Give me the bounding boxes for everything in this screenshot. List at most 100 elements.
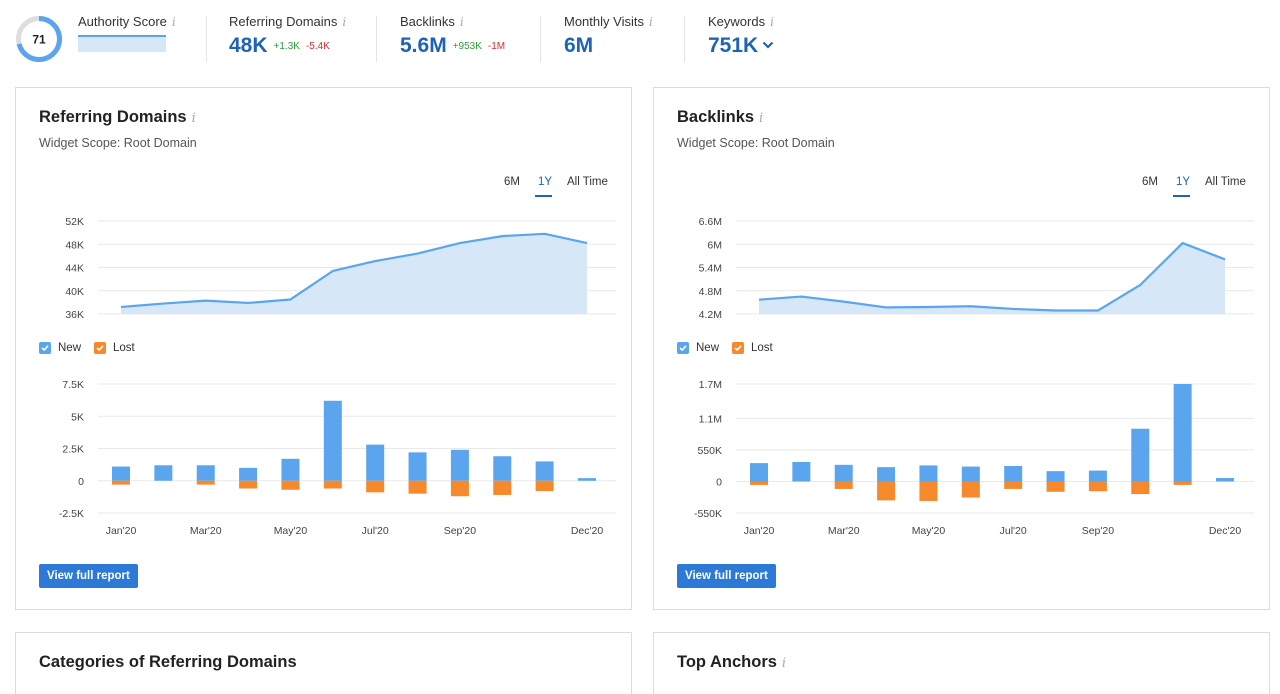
authority-score-gauge: 71 xyxy=(16,16,62,62)
metric-referring-domains[interactable]: Referring Domains i 48K +1.3K -5.4K xyxy=(229,14,346,58)
bar-lost xyxy=(323,480,342,489)
y-tick-label: -550K xyxy=(694,508,722,520)
bar-new xyxy=(281,458,300,481)
bar-lost xyxy=(750,481,768,485)
card-title: Backlinks i xyxy=(677,108,763,127)
card-title-text: Referring Domains xyxy=(39,108,187,126)
y-tick-label: 2.5K xyxy=(62,444,84,456)
bar-new xyxy=(1088,470,1107,482)
bar-new xyxy=(323,400,342,481)
referring-domains-value[interactable]: 48K xyxy=(229,34,268,57)
card-title: Referring Domains i xyxy=(39,108,196,127)
x-tick-label: Jul'20 xyxy=(362,525,389,537)
bar-lost xyxy=(961,481,980,498)
legend-new-label: New xyxy=(696,342,720,354)
y-tick-label: 5K xyxy=(71,411,84,423)
card-title-text: Top Anchors xyxy=(677,653,777,671)
monthly-visits-value[interactable]: 6M xyxy=(564,34,594,57)
bar-new xyxy=(792,461,811,482)
bar-new xyxy=(1173,384,1192,482)
info-icon[interactable]: i xyxy=(171,15,176,29)
backlinks-new-lost-chart: 1.7M 1.1M 550K 0 -550K Jan'20 Mar'20 May'20 Jul'… xyxy=(694,379,1254,537)
view-full-report-button[interactable]: View full report xyxy=(39,564,138,588)
tab-1y[interactable]: 1Y xyxy=(538,176,553,188)
area-fill xyxy=(759,243,1225,314)
bar-new xyxy=(450,449,469,481)
legend-lost[interactable]: Lost xyxy=(94,342,135,354)
backlinks-label: Backlinks xyxy=(400,14,455,29)
bar-new xyxy=(578,478,596,481)
bar-lost xyxy=(1046,481,1065,492)
info-icon[interactable]: i xyxy=(759,111,764,126)
bar-new xyxy=(961,466,980,482)
view-full-report-button[interactable]: View full report xyxy=(677,564,776,588)
backlinks-gain: +953K xyxy=(452,41,482,52)
legend-lost-label: Lost xyxy=(113,342,135,354)
info-icon[interactable]: i xyxy=(770,15,774,29)
bar-lost xyxy=(1173,481,1192,485)
bar-lost xyxy=(919,481,938,501)
y-tick-label: -2.5K xyxy=(59,508,84,520)
bar-lost xyxy=(112,480,130,485)
x-tick-label: Mar'20 xyxy=(190,525,222,537)
metric-monthly-visits[interactable]: Monthly Visits i 6M xyxy=(564,14,653,58)
referring-domains-new-lost-chart: 7.5K 5K 2.5K 0 -2.5K Jan'20 Mar'20 May'20 Jul'20… xyxy=(59,379,616,537)
card-title-text: Backlinks xyxy=(677,108,755,126)
bar-lost xyxy=(1131,481,1150,495)
x-tick-label: Dec'20 xyxy=(1209,525,1242,537)
y-tick-label: 6.6M xyxy=(699,216,722,228)
x-tick-label: May'20 xyxy=(912,525,946,537)
info-icon[interactable]: i xyxy=(648,15,653,29)
legend-new-label: New xyxy=(58,342,82,354)
bar-new xyxy=(408,452,427,481)
tab-1y[interactable]: 1Y xyxy=(1176,176,1191,188)
y-tick-label: 48K xyxy=(65,239,84,251)
referring-domains-trend-chart: 52K 48K 44K 40K 36K xyxy=(65,216,616,321)
tab-6m[interactable]: 6M xyxy=(1142,176,1158,188)
tab-all-time[interactable]: All Time xyxy=(567,176,608,188)
checkbox-checked-icon[interactable] xyxy=(732,342,744,354)
bar-lost xyxy=(366,480,385,493)
authority-score-sparkline xyxy=(78,35,166,52)
x-tick-label: Jan'20 xyxy=(744,525,775,537)
info-icon[interactable]: i xyxy=(342,15,347,29)
bar-new xyxy=(1046,471,1065,482)
info-icon[interactable]: i xyxy=(459,15,464,29)
x-tick-label: May'20 xyxy=(274,525,308,537)
bar-new xyxy=(834,464,853,482)
checkbox-checked-icon[interactable] xyxy=(677,342,689,354)
info-icon[interactable]: i xyxy=(191,111,196,126)
backlinks-value[interactable]: 5.6M xyxy=(400,34,447,57)
tab-all-time[interactable]: All Time xyxy=(1205,176,1246,188)
bar-new xyxy=(154,465,173,481)
tab-6m[interactable]: 6M xyxy=(504,176,520,188)
bar-new xyxy=(493,456,512,481)
metric-backlinks[interactable]: Backlinks i 5.6M +953K -1M xyxy=(400,14,505,58)
x-tick-label: Dec'20 xyxy=(571,525,604,537)
keywords-value[interactable]: 751K xyxy=(708,34,759,57)
x-tick-label: Jul'20 xyxy=(1000,525,1027,537)
checkbox-checked-icon[interactable] xyxy=(39,342,51,354)
backlinks-loss: -1M xyxy=(487,41,506,52)
y-tick-label: 40K xyxy=(65,286,84,298)
checkbox-checked-icon[interactable] xyxy=(94,342,106,354)
metric-authority-score[interactable]: Authority Score i xyxy=(78,14,176,59)
bar-new xyxy=(535,461,554,481)
y-tick-label: 550K xyxy=(697,445,722,457)
y-tick-label: 1.1M xyxy=(699,413,722,425)
top-anchors-card: Top Anchors i xyxy=(653,632,1270,694)
legend-new[interactable]: New xyxy=(39,342,81,354)
legend-new[interactable]: New xyxy=(677,342,719,354)
bar-lost xyxy=(1088,481,1107,492)
bar-new xyxy=(750,463,768,482)
bar-new xyxy=(196,465,215,481)
metric-keywords[interactable]: Keywords i 751K xyxy=(708,14,774,58)
legend-lost[interactable]: Lost xyxy=(732,342,773,354)
legend-lost-label: Lost xyxy=(751,342,773,354)
info-icon[interactable]: i xyxy=(781,656,787,671)
bar-new xyxy=(919,465,938,482)
chevron-down-icon[interactable] xyxy=(762,41,774,49)
y-tick-label: 7.5K xyxy=(62,379,84,391)
tab-underline xyxy=(1173,195,1190,197)
bar-lost xyxy=(408,480,427,494)
